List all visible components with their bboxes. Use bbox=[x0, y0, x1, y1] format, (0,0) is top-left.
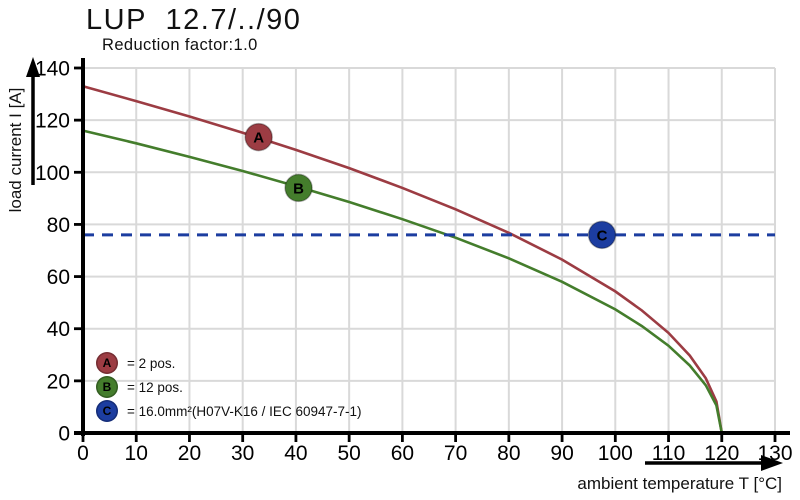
marker-a-letter: A bbox=[253, 130, 264, 147]
marker-a bbox=[244, 122, 273, 152]
x-tick-label: 60 bbox=[391, 442, 414, 465]
legend-label-c: = 16.0mm²(H07V-K16 / IEC 60947-7-1) bbox=[127, 403, 362, 419]
x-axis-label: ambient temperature T [°C] bbox=[577, 474, 782, 493]
y-axis-arrow-icon bbox=[26, 57, 40, 77]
marker-b bbox=[284, 173, 313, 203]
x-tick-label: 100 bbox=[598, 442, 633, 465]
x-tick-label: 90 bbox=[550, 442, 573, 465]
y-tick-label: 100 bbox=[35, 162, 70, 185]
page-subtitle: Reduction factor:1.0 bbox=[102, 36, 258, 54]
marker-c-letter: C bbox=[597, 227, 608, 244]
page-title: LUP 12.7/../90 bbox=[86, 4, 302, 36]
x-tick-label: 50 bbox=[337, 442, 360, 465]
legend-marker-c-icon: C bbox=[96, 400, 118, 422]
legend-marker-b-letter: B bbox=[102, 380, 112, 394]
x-tick-label: 80 bbox=[497, 442, 520, 465]
x-tick-label: 110 bbox=[652, 442, 685, 465]
x-tick-label: 120 bbox=[704, 442, 739, 465]
legend-item-a: A = 2 pos. bbox=[96, 351, 361, 375]
marker-c bbox=[587, 220, 617, 250]
y-tick-label: 20 bbox=[47, 370, 70, 393]
legend-marker-a-letter: A bbox=[102, 356, 112, 370]
curve-b bbox=[82, 129, 724, 434]
legend-marker-b-icon: B bbox=[96, 376, 118, 398]
legend-label-a: = 2 pos. bbox=[127, 355, 176, 371]
y-tick-label: 0 bbox=[58, 423, 70, 446]
legend-marker-c-letter: C bbox=[102, 404, 112, 418]
x-axis-arrow-icon bbox=[761, 455, 783, 471]
legend-marker-a-icon: A bbox=[96, 352, 118, 374]
y-tick-label: 80 bbox=[47, 214, 70, 237]
x-tick-label: 70 bbox=[444, 442, 467, 465]
curve-a bbox=[82, 85, 724, 434]
legend-label-b: = 12 pos. bbox=[127, 379, 183, 395]
x-tick-label: 10 bbox=[125, 442, 148, 465]
y-tick-label: 120 bbox=[35, 110, 70, 133]
y-tick-label: 60 bbox=[47, 266, 70, 289]
marker-b-letter: B bbox=[293, 180, 304, 197]
legend-item-c: C = 16.0mm²(H07V-K16 / IEC 60947-7-1) bbox=[96, 399, 361, 423]
legend: A = 2 pos. B = 12 pos. C = 16.0mm²(H07V-… bbox=[96, 351, 361, 423]
y-axis-label: load current I [A] bbox=[6, 87, 25, 213]
y-tick-label: 40 bbox=[47, 318, 70, 341]
x-tick-label: 30 bbox=[231, 442, 254, 465]
legend-item-b: B = 12 pos. bbox=[96, 375, 361, 399]
x-tick-label: 40 bbox=[284, 442, 307, 465]
y-tick-label: 140 bbox=[35, 58, 70, 81]
x-tick-label: 0 bbox=[77, 442, 89, 465]
x-tick-label: 20 bbox=[178, 442, 201, 465]
